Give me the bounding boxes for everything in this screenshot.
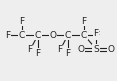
Text: F: F — [93, 29, 99, 38]
Text: F: F — [57, 46, 63, 55]
Text: C: C — [35, 31, 41, 40]
Text: C: C — [19, 31, 25, 40]
Text: S: S — [93, 44, 99, 53]
Text: F: F — [35, 49, 41, 58]
Text: F: F — [94, 31, 100, 40]
Text: C: C — [81, 31, 87, 40]
Text: F: F — [81, 17, 87, 26]
Text: O: O — [108, 44, 115, 53]
Text: F: F — [5, 31, 11, 40]
Text: F: F — [65, 49, 71, 58]
Text: F: F — [19, 17, 25, 26]
Text: O: O — [77, 44, 84, 53]
Text: C: C — [65, 31, 71, 40]
Text: F: F — [27, 46, 33, 55]
Text: O: O — [49, 31, 57, 40]
